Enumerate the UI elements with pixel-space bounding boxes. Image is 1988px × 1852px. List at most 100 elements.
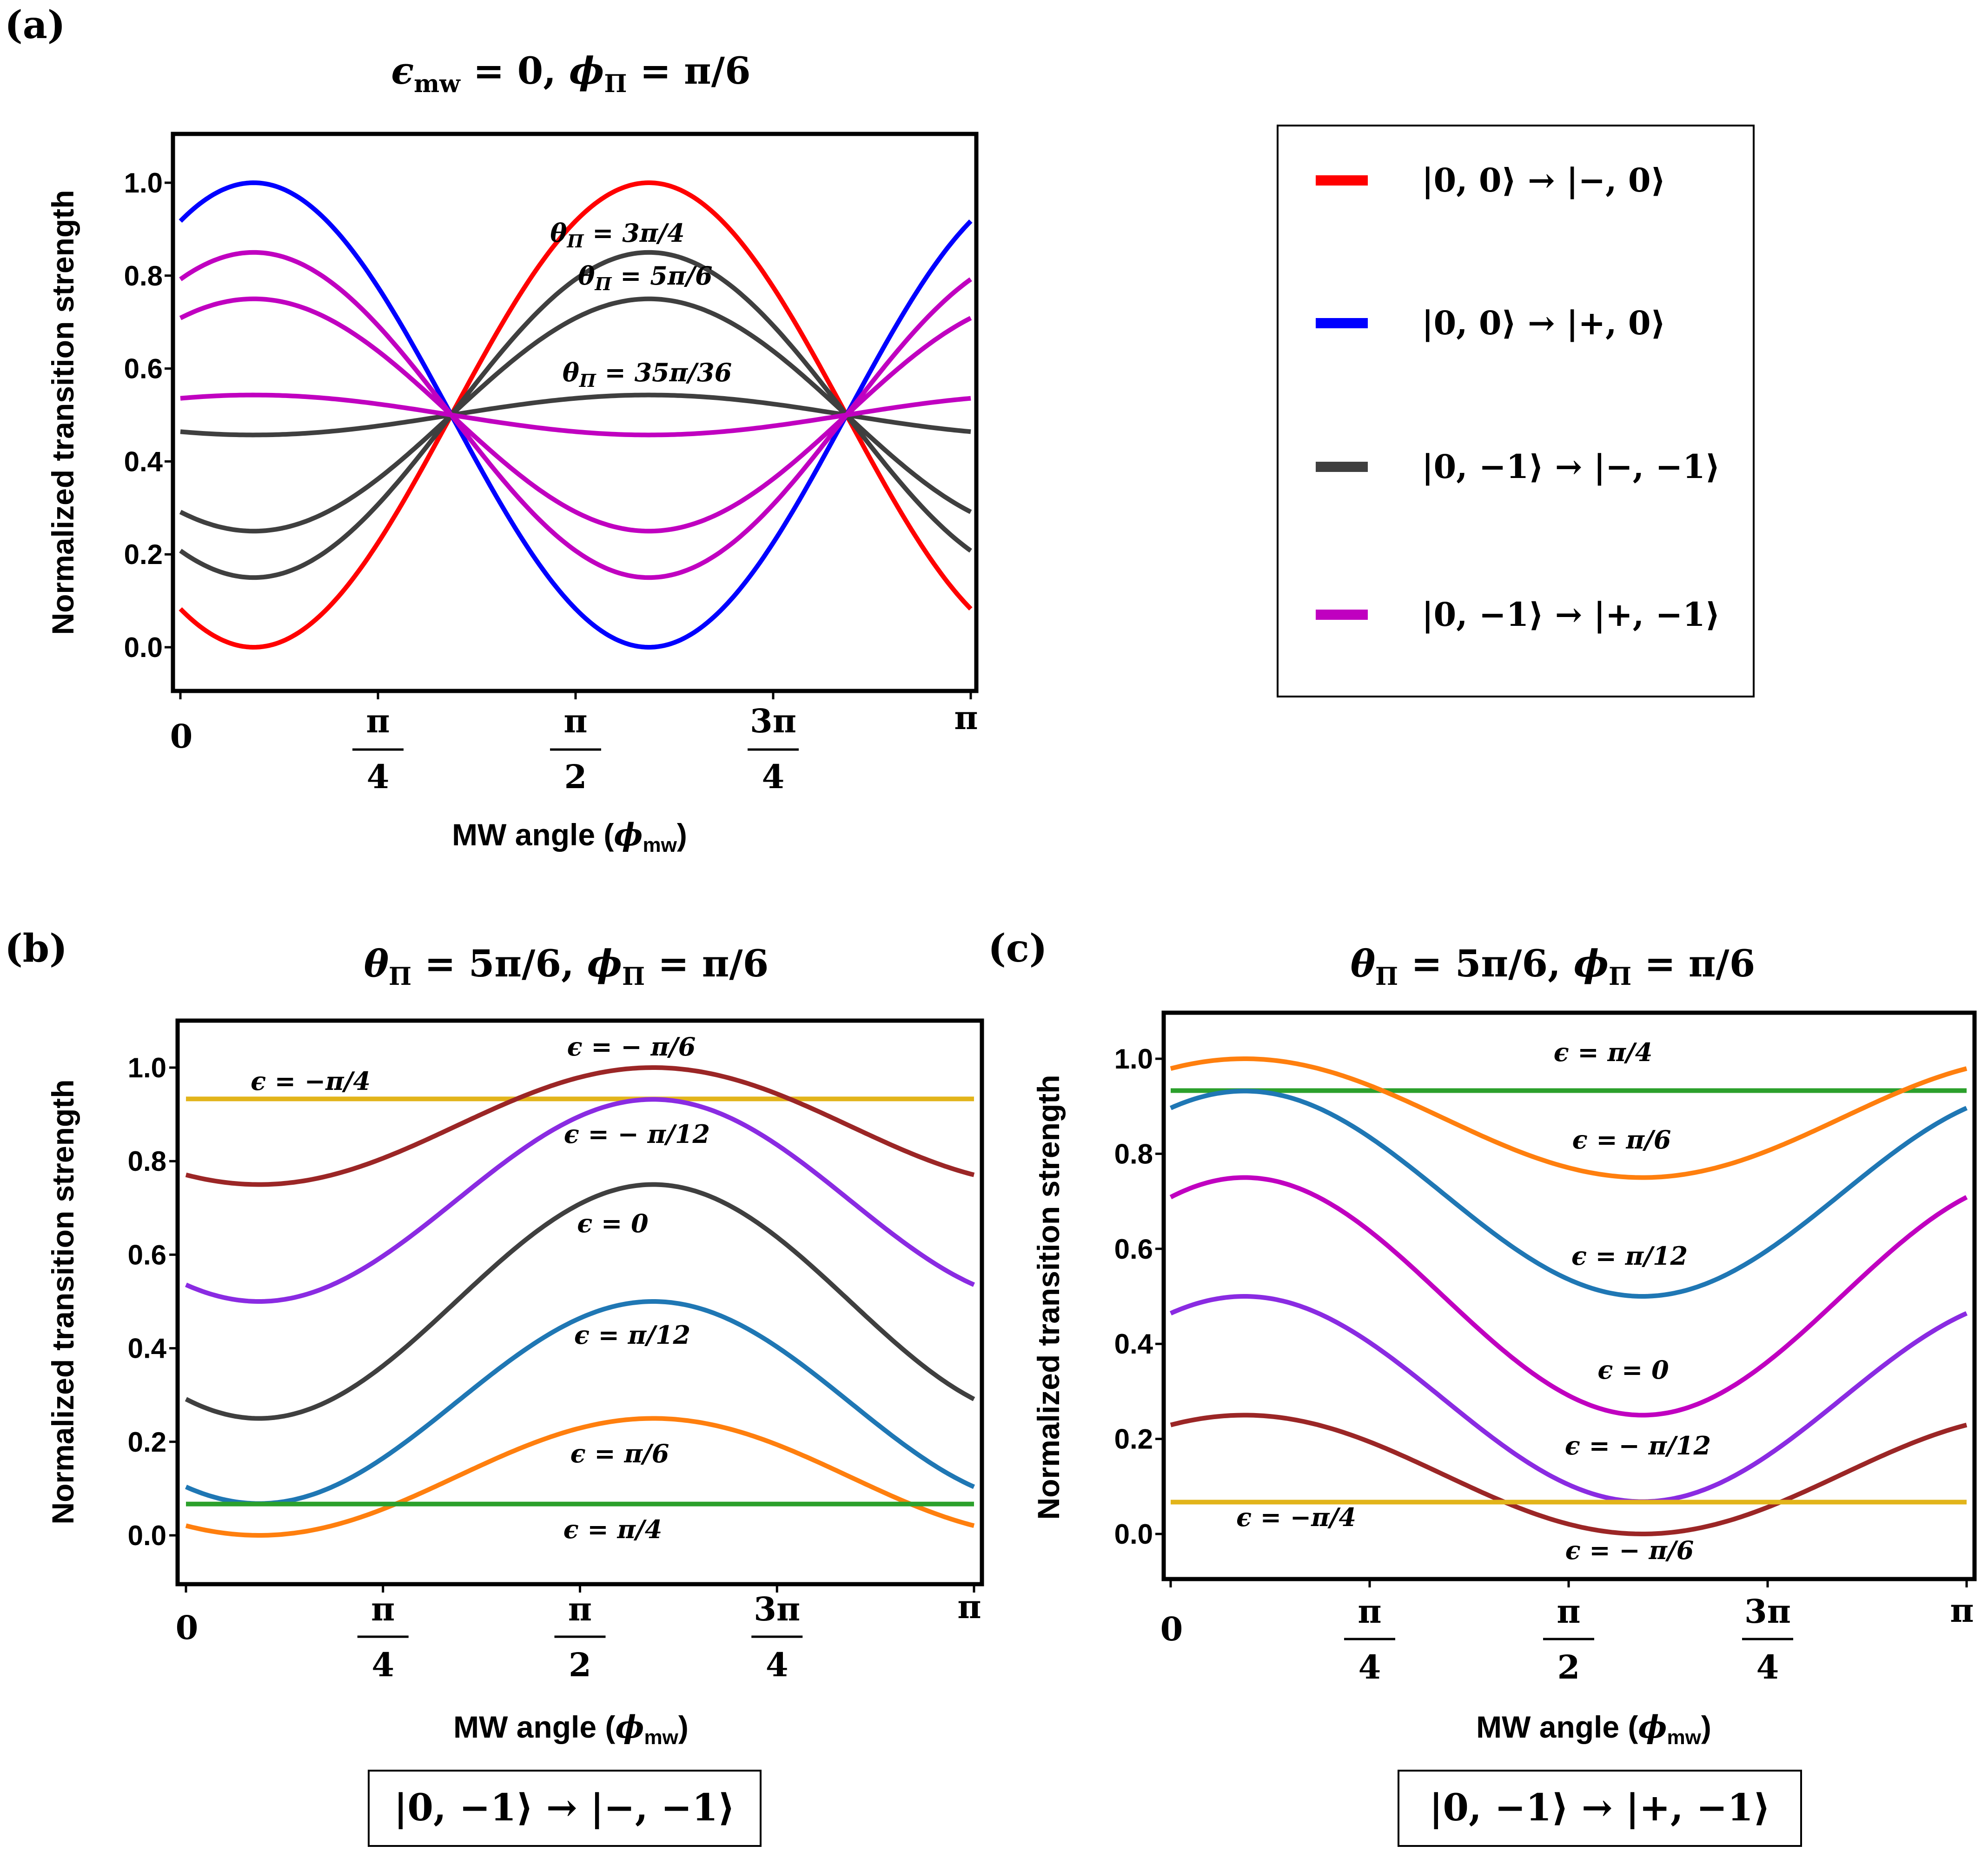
x-tick-numerator: 3π (754, 1590, 800, 1628)
panel-c-anno-5: ϵ = − π/12 (1565, 1431, 1711, 1460)
panel-c-anno-6: ϵ = −π/4 (1236, 1502, 1356, 1532)
legend-label-4: |0, −1⟩ → |+, −1⟩ (1422, 595, 1720, 634)
y-tick-label: 0.0 (124, 632, 163, 663)
panel-b: θΠ = 5π/6, ϕΠ = π/6 0.0 0.2 0.4 0.6 0.8 1.0 0 π… (46, 942, 984, 1847)
panel-c-frame (1161, 1010, 1977, 1581)
panel-a-anno-1: θΠ = 3π/4 (550, 218, 684, 252)
panel-c-anno-1: ϵ = π/4 (1554, 1037, 1653, 1067)
panel-b-title: θΠ = 5π/6, ϕΠ = π/6 (364, 942, 769, 991)
panel-c-title: θΠ = 5π/6, ϕΠ = π/6 (1351, 942, 1756, 991)
x-tick-label: π (1950, 1591, 1974, 1630)
series-line-2 (185, 1065, 975, 1187)
y-tick-label: 0.6 (124, 353, 163, 385)
panel-b-axes: 0.0 0.2 0.4 0.6 0.8 1.0 0 π 4 π 2 3π 4 π (128, 1052, 981, 1684)
panel-a-axes: 0.0 0.2 0.4 0.6 0.8 1.0 0 π 4 π 2 3π 4 π (124, 167, 978, 796)
series-line-5 (1169, 1294, 1968, 1504)
panel-c-anno-3: ϵ = π/12 (1571, 1241, 1688, 1271)
y-tick-label: 0.0 (1114, 1519, 1153, 1550)
x-tick-denominator: 4 (1358, 1648, 1381, 1686)
y-tick-label: 0.0 (128, 1520, 166, 1551)
y-tick-label: 0.8 (124, 260, 163, 292)
panel-c-anno-2: ϵ = π/6 (1572, 1125, 1671, 1155)
panel-b-anno-7: ϵ = π/4 (563, 1514, 663, 1544)
series-line-5 (180, 392, 971, 438)
series-line-6 (185, 1416, 975, 1538)
x-tick-numerator: π (568, 1590, 592, 1628)
x-tick-numerator: π (371, 1590, 395, 1628)
series-line-4 (1169, 1175, 1968, 1418)
panel-c-anno-7: ϵ = − π/6 (1565, 1535, 1694, 1565)
panel-c-caption: |0, −1⟩ → |+, −1⟩ (1429, 1786, 1770, 1830)
x-tick-label: 0 (170, 717, 193, 756)
y-tick-label: 0.6 (128, 1239, 166, 1270)
series-line-4 (185, 1182, 975, 1421)
y-tick-label: 1.0 (128, 1052, 166, 1083)
panel-a-anno-3: θΠ = 35π/36 (563, 358, 732, 391)
panel-a-ylabel: Normalized transition strength (46, 190, 80, 635)
legend-label-2: |0, 0⟩ → |+, 0⟩ (1422, 304, 1666, 342)
panel-b-caption-box (368, 1770, 762, 1847)
panel-letter-c: (c) (988, 926, 1047, 971)
panel-b-frame (175, 1018, 984, 1586)
x-tick-denominator: 4 (1756, 1648, 1779, 1686)
panel-letter-b: (b) (5, 926, 67, 971)
y-tick-label: 0.8 (128, 1146, 166, 1177)
panel-c-series (1169, 1056, 1968, 1536)
series-line-2 (179, 180, 973, 650)
panel-c-ylabel: Normalized transition strength (1031, 1075, 1066, 1520)
series-line-3 (185, 1097, 975, 1304)
panel-a-anno-2: θΠ = 5π/6 (578, 261, 712, 294)
panel-a: ϵmw = 0, ϕΠ = π/6 0.0 0.2 0.4 0.6 0.8 1.0 0 π 4 π… (46, 49, 979, 856)
y-tick-label: 1.0 (1114, 1043, 1153, 1075)
x-tick-numerator: π (366, 702, 390, 740)
y-tick-label: 0.2 (128, 1427, 166, 1458)
y-tick-label: 0.6 (1114, 1234, 1153, 1265)
y-tick-label: 0.2 (1114, 1424, 1153, 1455)
panel-c-caption-box (1398, 1770, 1802, 1847)
x-tick-numerator: 3π (750, 702, 796, 740)
y-tick-label: 0.8 (1114, 1138, 1153, 1169)
panel-a-series (179, 180, 973, 650)
panel-a-title: ϵmw = 0, ϕΠ = π/6 (391, 49, 750, 98)
panel-c-axes: 0.0 0.2 0.4 0.6 0.8 1.0 0 π 4 π 2 3π 4 π (1114, 1043, 1974, 1686)
series-line-2 (1170, 1056, 1968, 1180)
panel-b-xlabel: MW angle (ϕmw) (453, 1709, 689, 1749)
panel-b-caption: |0, −1⟩ → |−, −1⟩ (394, 1786, 735, 1830)
panel-b-anno-2: ϵ = − π/6 (567, 1032, 696, 1062)
panel-b-anno-6: ϵ = π/6 (570, 1439, 669, 1468)
x-tick-label: π (957, 1587, 981, 1626)
y-tick-label: 1.0 (124, 167, 163, 199)
x-tick-numerator: 3π (1744, 1592, 1791, 1631)
series-line-4 (179, 296, 972, 534)
x-tick-numerator: π (1358, 1592, 1381, 1631)
x-tick-denominator: 4 (766, 1646, 789, 1684)
series-line-6 (1170, 1413, 1968, 1536)
x-tick-label: 0 (1160, 1610, 1183, 1648)
legend-frame (1277, 125, 1755, 697)
x-tick-denominator: 2 (569, 1646, 591, 1684)
x-tick-label: 0 (176, 1608, 199, 1647)
series-line-5 (185, 1299, 975, 1506)
series-line-7 (179, 296, 972, 534)
series-line-3 (1169, 1089, 1968, 1299)
series-line-8 (180, 392, 971, 438)
panel-a-xlabel: MW angle (ϕmw) (452, 816, 687, 856)
y-tick-label: 0.4 (128, 1333, 167, 1364)
x-tick-denominator: 4 (367, 757, 390, 796)
y-tick-label: 0.4 (124, 446, 163, 477)
panel-b-anno-1: ϵ = −π/4 (251, 1066, 371, 1096)
series-line-1 (179, 180, 973, 650)
x-tick-numerator: π (563, 702, 587, 740)
panel-letter-a: (a) (5, 3, 66, 47)
x-tick-denominator: 2 (564, 757, 587, 796)
panel-c-xlabel: MW angle (ϕmw) (1476, 1709, 1711, 1749)
panel-c: θΠ = 5π/6, ϕΠ = π/6 0.0 0.2 0.4 0.6 0.8 1.0 0 π… (1031, 942, 1977, 1847)
panel-c-anno-4: ϵ = 0 (1597, 1355, 1669, 1385)
panel-b-series (185, 1065, 975, 1538)
legend: |0, 0⟩ → |−, 0⟩ |0, 0⟩ → |+, 0⟩ |0, −1⟩ … (1277, 125, 1755, 697)
y-tick-label: 0.2 (124, 539, 163, 570)
x-tick-label: π (954, 698, 978, 737)
x-tick-numerator: π (1557, 1592, 1580, 1631)
panel-b-anno-4: ϵ = 0 (577, 1208, 648, 1238)
